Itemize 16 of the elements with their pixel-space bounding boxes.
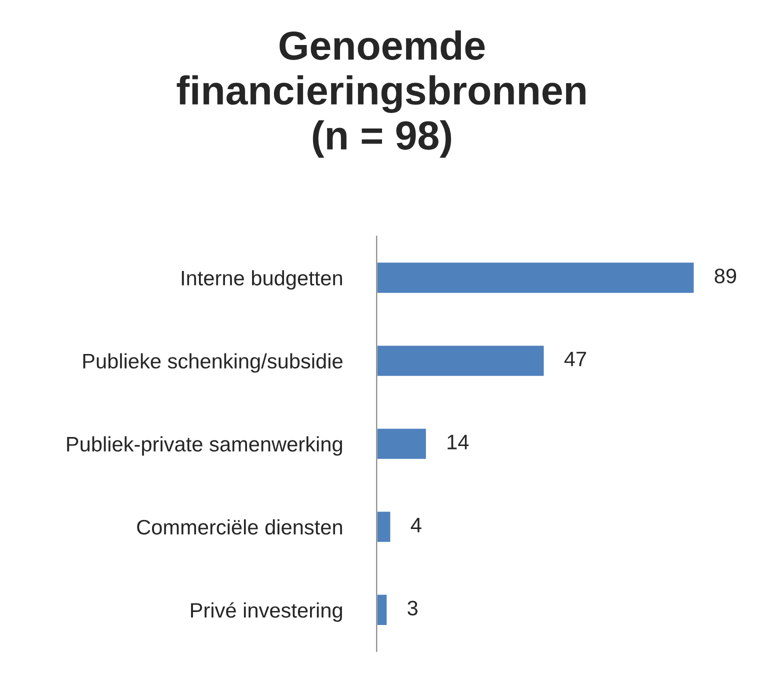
chart-title: Genoemde financieringsbronnen (n = 98) <box>176 30 586 158</box>
bar <box>376 427 428 460</box>
y-tick-label: Interne budgetten <box>182 270 342 290</box>
bar <box>376 261 696 294</box>
bar <box>376 510 392 544</box>
y-tick-label: Publiek-private samenwerking <box>67 436 342 456</box>
y-tick-label: Publieke schenking/subsidie <box>83 353 342 373</box>
data-label: 14 <box>448 434 469 450</box>
data-label: 3 <box>408 600 418 616</box>
data-label: 4 <box>410 518 422 532</box>
bar <box>376 344 546 378</box>
data-label: 89 <box>714 268 736 284</box>
bar <box>376 593 388 626</box>
data-label: 47 <box>564 352 586 366</box>
y-tick-label: Commerciële diensten <box>137 519 342 535</box>
y-tick-label: Privé investering <box>191 602 342 622</box>
